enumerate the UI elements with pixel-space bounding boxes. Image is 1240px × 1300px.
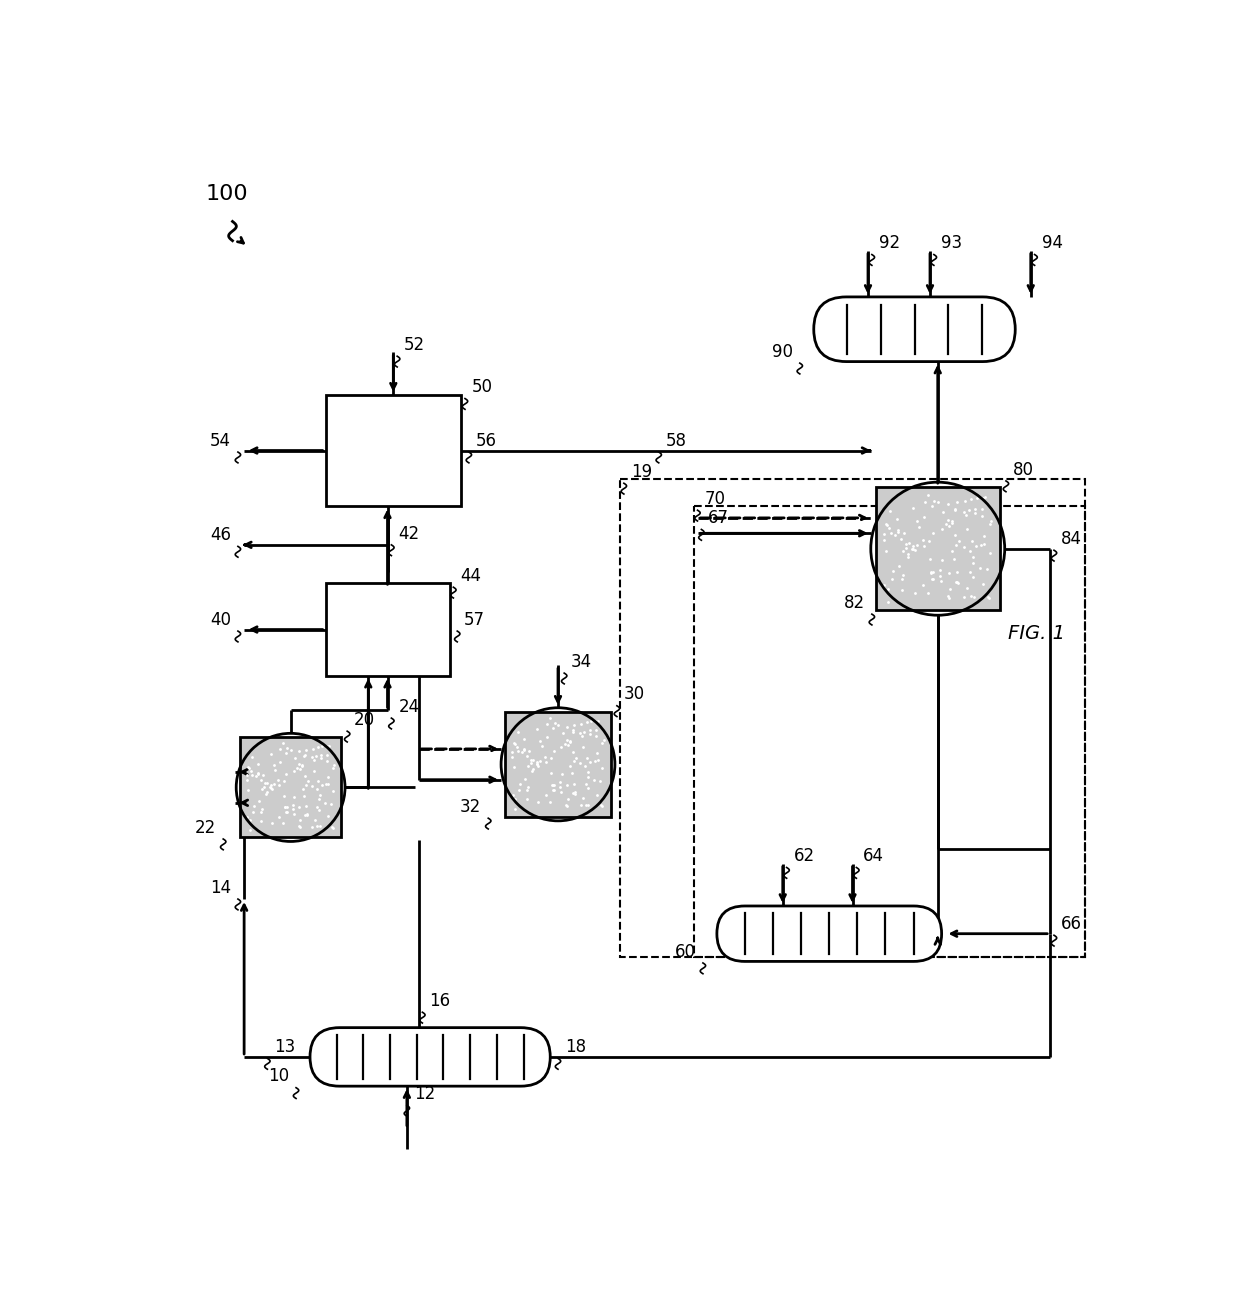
Bar (693, 507, 1085, 957)
Text: 18: 18 (565, 1039, 587, 1056)
Text: 12: 12 (414, 1086, 435, 1104)
Text: 40: 40 (210, 611, 231, 629)
Text: 46: 46 (210, 526, 231, 545)
Text: 84: 84 (1061, 530, 1083, 547)
Bar (241, 737, 341, 837)
Text: 80: 80 (1013, 460, 1034, 478)
Text: 50: 50 (472, 378, 494, 396)
Bar (241, 737, 341, 837)
Bar (325, 584, 449, 676)
Text: 10: 10 (268, 1067, 289, 1086)
Text: 93: 93 (941, 234, 962, 252)
Text: 34: 34 (572, 653, 593, 671)
Text: 52: 52 (404, 335, 425, 354)
Text: 42: 42 (398, 524, 419, 542)
FancyBboxPatch shape (310, 1027, 551, 1087)
Bar (506, 712, 611, 816)
Text: FIG. 1: FIG. 1 (1007, 624, 1064, 644)
Text: 82: 82 (843, 594, 866, 612)
Text: 90: 90 (771, 343, 792, 361)
Bar (875, 488, 999, 610)
Text: 20: 20 (355, 711, 376, 729)
Text: 54: 54 (210, 432, 231, 450)
Text: 16: 16 (429, 992, 450, 1010)
Text: 100: 100 (206, 183, 248, 204)
Text: 60: 60 (675, 942, 696, 961)
Text: 24: 24 (398, 698, 419, 716)
Text: 56: 56 (476, 432, 497, 450)
Bar (620, 480, 1085, 957)
Text: 30: 30 (624, 685, 645, 703)
FancyBboxPatch shape (717, 906, 941, 962)
Text: 67: 67 (708, 510, 729, 526)
Bar (875, 488, 999, 610)
Text: 66: 66 (1061, 915, 1083, 933)
Bar (325, 395, 461, 507)
Text: 92: 92 (879, 234, 900, 252)
Text: 13: 13 (274, 1039, 295, 1056)
Text: 14: 14 (210, 879, 231, 897)
Text: 62: 62 (794, 848, 815, 866)
Text: 32: 32 (460, 798, 481, 816)
Text: 57: 57 (464, 611, 485, 629)
Bar (506, 712, 611, 816)
Text: 44: 44 (460, 567, 481, 585)
FancyBboxPatch shape (813, 296, 1016, 361)
Text: 94: 94 (1042, 234, 1063, 252)
Text: 58: 58 (666, 432, 687, 450)
Text: 64: 64 (863, 848, 884, 866)
Text: 19: 19 (631, 463, 652, 481)
Text: 70: 70 (704, 490, 725, 508)
Text: 22: 22 (195, 819, 216, 837)
